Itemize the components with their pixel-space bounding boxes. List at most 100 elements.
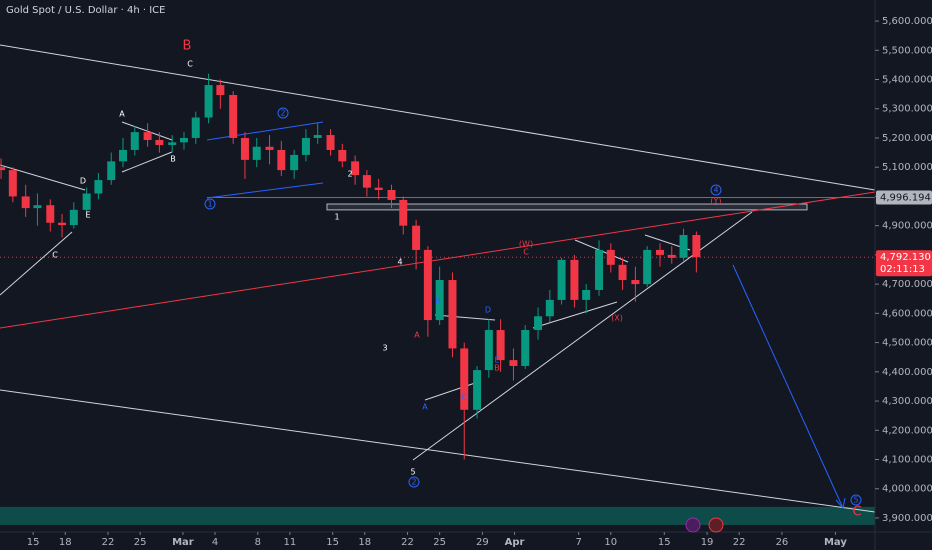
trend-line (0, 44, 876, 191)
candle-body (399, 199, 408, 226)
x-tick-label: 18 (59, 537, 72, 548)
candle (484, 319, 493, 378)
wave-label: C (187, 60, 193, 69)
candle-body (191, 117, 200, 138)
candle-body (338, 149, 347, 162)
candle-body (412, 225, 421, 250)
event-icon[interactable] (685, 517, 701, 533)
wave-label: (X) (611, 314, 623, 323)
candle-body (143, 132, 152, 141)
candle-body (179, 137, 188, 143)
candle-body (229, 95, 238, 138)
wave-label: B (435, 297, 441, 306)
candle-body (545, 299, 554, 317)
candle-body (351, 161, 360, 176)
trend-line (206, 182, 324, 199)
candle (643, 246, 652, 288)
y-tick-label: 5,300.000 (882, 104, 932, 115)
y-tick-label: 5,100.000 (882, 162, 932, 173)
wave-label: B (183, 39, 192, 54)
y-tick-label: 4,100.000 (882, 455, 932, 466)
x-tick-label: Mar (172, 537, 194, 548)
y-tick-label: 4,700.000 (882, 279, 932, 290)
candle-body (155, 140, 164, 145)
candle-body (58, 222, 67, 226)
y-tick-label: 4,400.000 (882, 367, 932, 378)
candle (460, 342, 469, 460)
x-tick-label: 22 (733, 537, 746, 548)
wave-label: C (461, 393, 467, 402)
trend-line (206, 121, 324, 141)
x-tick-label: 25 (134, 537, 147, 548)
y-tick-label: 4,300.000 (882, 396, 932, 407)
candle-body (582, 289, 591, 300)
candle (667, 246, 676, 264)
candle-body (692, 235, 701, 258)
candle-body (277, 149, 286, 171)
candle-body (655, 249, 664, 255)
wave-label: C (852, 505, 861, 520)
candle (435, 266, 444, 326)
x-tick-label: 7 (576, 537, 582, 548)
candle-body (557, 259, 566, 300)
candle-body (69, 209, 78, 226)
candle-body (21, 196, 30, 209)
wave-label: 1 (207, 200, 212, 209)
trend-line (424, 381, 479, 401)
level-label: 4,996.194 (880, 193, 931, 204)
candle-body (168, 142, 177, 145)
candle-body (448, 280, 457, 349)
event-icon[interactable] (708, 517, 724, 533)
countdown-label: 02:11:13 (880, 264, 925, 275)
candle (252, 137, 261, 168)
y-tick-label: 5,600.000 (882, 16, 932, 27)
candle-body (521, 330, 530, 366)
candle (155, 132, 164, 153)
wave-label: C (52, 251, 58, 260)
candle-body (313, 135, 322, 138)
trend-line (121, 121, 173, 141)
candle (326, 129, 335, 156)
projection-arrow (732, 264, 844, 509)
wave-label: 4 (713, 186, 718, 195)
x-tick-label: 8 (255, 537, 261, 548)
x-tick-label: 10 (604, 537, 617, 548)
candle (338, 143, 347, 168)
candle (107, 152, 116, 185)
candle-body (534, 316, 543, 331)
candle-body (618, 264, 627, 281)
candle (277, 140, 286, 176)
trend-line (0, 231, 73, 296)
wave-label: 2 (280, 109, 285, 118)
candle (69, 202, 78, 229)
resistance-box (326, 203, 808, 211)
candle (570, 254, 579, 308)
candle-body (484, 330, 493, 371)
wave-circle (710, 184, 722, 196)
candle-body (252, 146, 261, 160)
candle-body (643, 249, 652, 285)
wave-circle (408, 476, 420, 488)
wave-label: D (485, 306, 491, 315)
trend-line (0, 191, 876, 329)
level-label-box (876, 190, 932, 205)
candle (374, 178, 383, 200)
candle (582, 284, 591, 314)
x-tick-label: 15 (27, 537, 40, 548)
candle (130, 126, 139, 156)
candle (387, 184, 396, 209)
wave-label: 2 (347, 170, 352, 179)
candle (179, 132, 188, 150)
candle-body (94, 180, 103, 194)
x-tick-label: 4 (212, 537, 218, 548)
y-tick-label: 3,900.000 (882, 513, 932, 524)
candle (631, 266, 640, 302)
candle (448, 272, 457, 358)
candle-body (0, 167, 6, 171)
candle (21, 184, 30, 217)
candle-body (595, 249, 604, 290)
candle-body (435, 280, 444, 321)
candle (8, 167, 17, 203)
trend-line (0, 164, 86, 191)
